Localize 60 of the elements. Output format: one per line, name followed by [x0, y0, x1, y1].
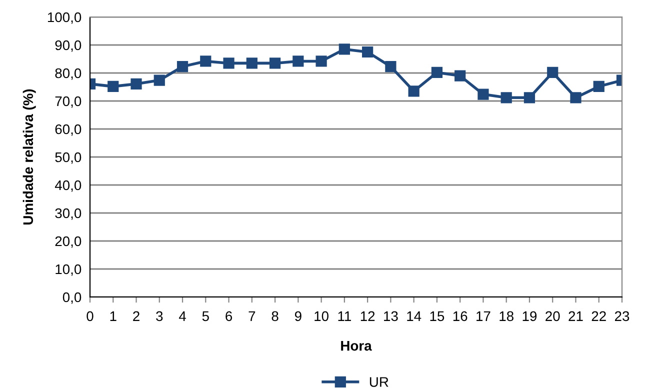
x-tick-label: 20 — [546, 311, 560, 322]
x-tick-label: 19 — [522, 311, 537, 322]
point — [593, 80, 604, 92]
point — [223, 58, 234, 69]
point — [292, 56, 304, 67]
x-tick-label: 21 — [568, 311, 583, 321]
x-tick-label: 15 — [430, 311, 444, 322]
y-axis-title: Umidade relativa (%) — [22, 89, 36, 224]
y-tick-label: 100,0 — [48, 12, 82, 24]
point — [338, 44, 350, 55]
point — [200, 56, 212, 67]
x-tick-label: 14 — [407, 311, 422, 321]
x-tick-label: 2 — [133, 311, 140, 321]
point — [431, 66, 443, 78]
point — [130, 78, 142, 90]
point — [154, 74, 165, 86]
y-tick-label: 70,0 — [55, 96, 82, 108]
point — [246, 58, 258, 69]
x-tick-label: 23 — [614, 311, 630, 322]
point — [176, 61, 188, 72]
point — [454, 70, 466, 82]
point — [500, 92, 512, 104]
x-tick-label: 0 — [86, 311, 94, 322]
x-tick-label: 17 — [476, 311, 490, 321]
point — [524, 92, 536, 104]
point — [385, 61, 396, 72]
y-tick-label: 90,0 — [55, 40, 82, 52]
point — [269, 58, 281, 69]
x-tick-label: 4 — [178, 311, 186, 321]
point — [478, 88, 489, 100]
y-tick-label: 40,0 — [54, 180, 82, 192]
x-tick-label: 3 — [156, 311, 163, 322]
y-tick-label: 20,0 — [55, 236, 82, 248]
x-tick-label: 6 — [226, 311, 232, 322]
y-tick-label: 30,0 — [55, 208, 82, 220]
point — [547, 66, 558, 78]
y-tick-label: 60,0 — [55, 124, 82, 136]
x-tick-label: 9 — [294, 311, 302, 322]
x-tick-label: 16 — [453, 311, 468, 322]
x-tick-label: 10 — [314, 311, 328, 322]
x-tick-label: 22 — [592, 311, 606, 321]
x-tick-label: 18 — [500, 311, 514, 322]
point — [316, 56, 327, 67]
point — [108, 80, 119, 92]
x-axis-title: Hora — [341, 341, 372, 351]
x-tick-label: 11 — [338, 311, 351, 321]
y-tick-label: 0,0 — [62, 292, 82, 304]
y-tick-label: 50,0 — [55, 152, 82, 164]
point — [570, 92, 582, 104]
point — [408, 86, 420, 97]
x-tick-label: 13 — [384, 311, 398, 322]
x-tick-label: 12 — [360, 311, 375, 321]
x-tick-label: 1 — [110, 311, 116, 321]
y-tick-label: 10,0 — [56, 264, 82, 276]
x-tick-label: 5 — [202, 311, 209, 322]
point — [362, 46, 374, 58]
legend-label: UR — [370, 377, 388, 387]
x-tick-label: 7 — [248, 311, 256, 321]
x-tick-label: 8 — [272, 311, 278, 322]
y-tick-label: 80,0 — [55, 68, 82, 80]
